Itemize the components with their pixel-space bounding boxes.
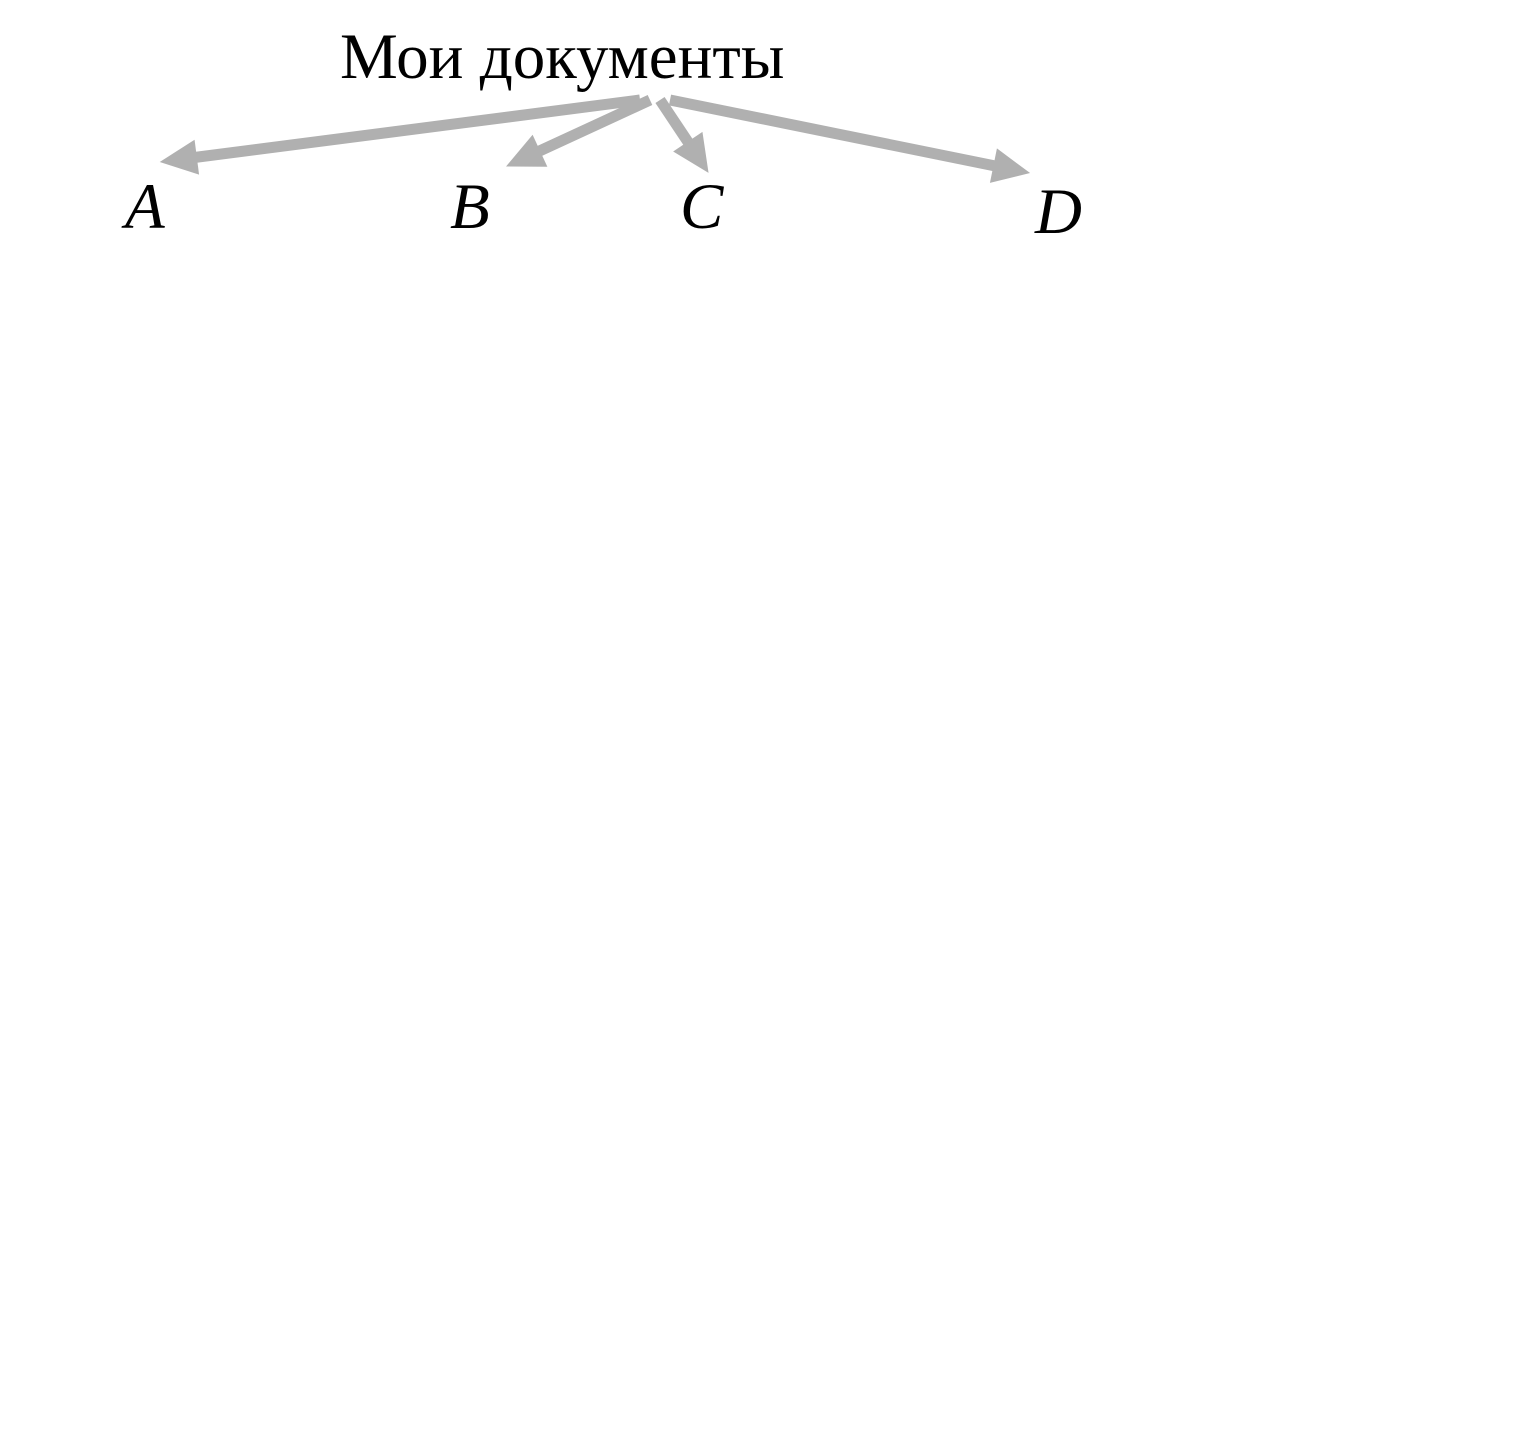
tree-child-a: A bbox=[125, 170, 165, 245]
tree-child-b: B bbox=[450, 170, 490, 245]
tree-arrows-svg bbox=[0, 0, 1536, 1449]
tree-child-c: C bbox=[680, 170, 723, 245]
tree-diagram: Мои документы A B C D bbox=[0, 0, 1536, 1449]
tree-root-label: Мои документы bbox=[340, 20, 784, 95]
tree-child-d: D bbox=[1035, 175, 1082, 250]
